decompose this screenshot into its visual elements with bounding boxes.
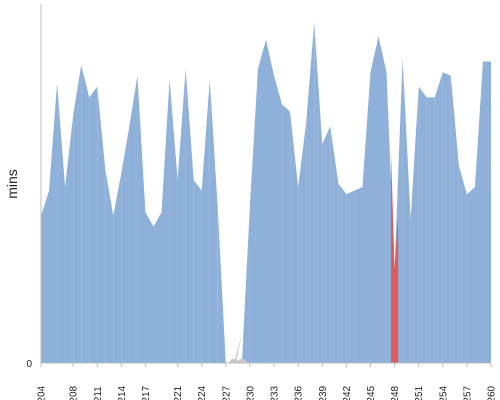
- x-tick-label-233: #233: [270, 385, 281, 400]
- area-segment-210: [89, 86, 98, 363]
- area-segment-254: [442, 72, 451, 364]
- area-segment-220: [169, 79, 178, 363]
- area-segment-243: [354, 187, 363, 363]
- y-tick-label-0: 0: [26, 359, 32, 370]
- x-tick-label-217: #217: [141, 385, 152, 400]
- area-segment-214: [121, 126, 130, 363]
- x-tick-label-251: #251: [414, 385, 425, 400]
- area-segment-240: [330, 126, 339, 363]
- area-segment-213: [113, 172, 122, 363]
- fail-build-248: [391, 152, 399, 363]
- area-segment-253: [434, 72, 443, 364]
- area-segment-258: [474, 61, 483, 363]
- area-segment-217: [145, 212, 154, 363]
- area-segment-245: [370, 36, 379, 364]
- x-tick-label-242: #242: [342, 385, 353, 400]
- x-tick-label-254: #254: [438, 385, 449, 400]
- x-tick-label-227: #227: [221, 385, 232, 400]
- area-segment-259: [482, 61, 491, 363]
- area-segment-215: [129, 75, 138, 364]
- area-segment-204: [41, 190, 50, 363]
- area-segment-232: [266, 39, 275, 364]
- area-segment-211: [97, 86, 106, 363]
- x-ticks: #204 #208 #211 #214 #217 #221 #224 #227 #230 #233…: [37, 363, 498, 400]
- x-tick-label-221: #221: [173, 385, 184, 400]
- aborted-build-229: [235, 359, 248, 363]
- y-axis-label: mins: [4, 169, 20, 199]
- area-segment-241: [338, 183, 347, 363]
- area-segment-233: [274, 75, 283, 364]
- x-tick-label-204: #204: [37, 385, 48, 400]
- area-segment-231: [257, 39, 266, 364]
- x-tick-label-230: #230: [245, 385, 256, 400]
- area-segment-216: [137, 75, 146, 364]
- area-segment-218: [153, 212, 162, 363]
- area-segment-249: [402, 57, 411, 363]
- area-segment-251: [418, 86, 427, 363]
- area-segment-225: [209, 79, 218, 363]
- area-segment-209: [81, 65, 90, 363]
- area-segment-235: [290, 111, 299, 363]
- area-segment-244: [362, 72, 371, 364]
- area-segment-226: [217, 208, 226, 363]
- area-segment-234: [282, 104, 291, 364]
- area-segment-250: [410, 86, 419, 363]
- x-tick-label-248: #248: [390, 385, 401, 400]
- area-segment-222: [185, 68, 194, 364]
- area-segment-208: [73, 65, 82, 363]
- area-segment-257: [466, 187, 475, 363]
- area-segment-219: [161, 79, 170, 363]
- area-segment-238: [314, 21, 323, 363]
- x-tick-label-211: #211: [93, 386, 104, 400]
- area-segment-224: [201, 79, 210, 363]
- x-tick-label-239: #239: [318, 385, 329, 400]
- area-segment-237: [306, 21, 315, 363]
- aborted-edge-left: [233, 334, 242, 363]
- x-tick-label-214: #214: [117, 385, 128, 400]
- y-ticks: 0: [26, 359, 32, 370]
- aborted-build-228: [227, 359, 240, 363]
- x-tick-label-236: #236: [294, 385, 305, 400]
- area-segment-236: [298, 122, 307, 363]
- area-segment-252: [426, 97, 435, 363]
- area-segment-212: [105, 169, 114, 363]
- area-segment-242: [346, 190, 355, 363]
- area-segment-223: [193, 179, 202, 363]
- series-layer: [41, 21, 491, 364]
- area-segment-206: [57, 82, 66, 363]
- area-segment-221: [177, 68, 186, 364]
- area-segment-239: [322, 126, 331, 363]
- area-segment-255: [450, 75, 459, 364]
- x-tick-label-224: #224: [197, 385, 208, 400]
- area-segment-256: [458, 165, 467, 363]
- x-tick-label-245: #245: [366, 385, 377, 400]
- x-tick-label-257: #257: [462, 385, 473, 400]
- area-segment-246: [378, 36, 387, 364]
- area-segment-229: [241, 205, 250, 363]
- area-segment-207: [65, 115, 74, 363]
- x-tick-label-208: #208: [69, 385, 80, 400]
- area-segment-230: [249, 68, 258, 364]
- x-tick-label-260: #260: [487, 385, 498, 400]
- area-segment-205: [49, 82, 58, 363]
